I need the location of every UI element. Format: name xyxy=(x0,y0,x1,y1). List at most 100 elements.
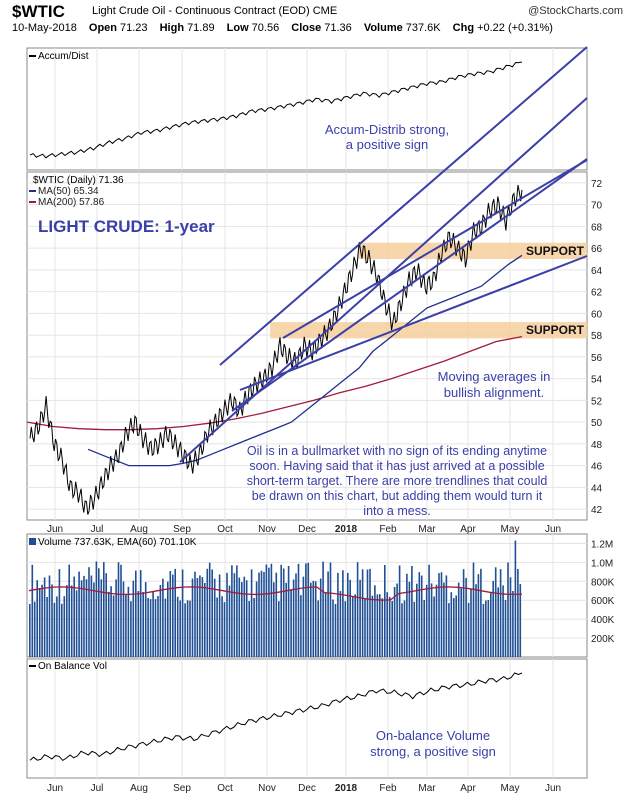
volume-bar xyxy=(159,585,162,657)
volume-bar xyxy=(80,580,83,657)
chg-value: +0.22 (+0.31%) xyxy=(477,22,553,34)
volume-bar xyxy=(465,578,467,657)
volume-bar xyxy=(287,566,290,657)
volume-bar xyxy=(228,585,231,657)
price-y-tick: 68 xyxy=(591,222,603,233)
vol-y-tick: 200K xyxy=(591,634,615,645)
volume-bar xyxy=(152,591,154,657)
price-y-tick: 56 xyxy=(591,353,603,364)
obv-x-tick: Aug xyxy=(130,783,148,794)
volume-bar xyxy=(61,603,63,657)
oil-annotation-line: Oil is in a bullmarket with no sign of i… xyxy=(247,444,547,458)
volume-bar xyxy=(280,564,282,657)
volume-bar xyxy=(494,567,497,657)
volume-bar xyxy=(70,585,73,657)
obv-x-tick: Feb xyxy=(379,783,397,794)
volume-bar xyxy=(502,585,504,657)
volume-bar xyxy=(172,574,174,657)
open-value: 71.23 xyxy=(120,22,148,34)
price-y-tick: 58 xyxy=(591,331,603,342)
volume-bar xyxy=(472,562,475,657)
price-y-tick: 48 xyxy=(591,440,603,451)
volume-bar xyxy=(231,565,233,657)
volume-bar xyxy=(384,565,386,657)
oil-annotation-line: be drawn on this chart, but adding them … xyxy=(252,489,543,503)
volume-bar xyxy=(504,600,507,657)
high-value: 71.89 xyxy=(187,22,215,34)
volume-bar xyxy=(490,592,492,657)
volume-bar xyxy=(433,596,435,657)
volume-bar xyxy=(344,601,347,657)
volume-bar xyxy=(199,575,201,657)
volume-bar xyxy=(314,581,317,657)
volume-bar xyxy=(115,579,117,657)
volume-bar xyxy=(332,599,334,657)
volume-bar xyxy=(38,588,41,657)
legend-obv: On Balance Vol xyxy=(38,661,107,672)
volume-bar xyxy=(420,575,423,657)
trendline-0 xyxy=(219,46,588,366)
volume-bar xyxy=(435,584,438,657)
support-band xyxy=(270,322,587,339)
volume-bar xyxy=(371,595,374,657)
volume-bar xyxy=(364,597,366,657)
volume-bar xyxy=(418,572,421,657)
volume-bar xyxy=(467,602,470,657)
volume-bar xyxy=(342,570,344,657)
volume-bar xyxy=(354,594,356,657)
obv-x-tick: Sep xyxy=(173,783,191,794)
volume-bar xyxy=(403,600,406,657)
legend-volume-swatch xyxy=(29,538,36,545)
support-label: SUPPORT xyxy=(526,244,585,258)
volume-bar xyxy=(519,584,522,657)
volume-bar xyxy=(413,601,416,657)
volume-bar xyxy=(443,582,445,657)
symbol: $WTIC xyxy=(12,2,65,21)
volume-bar xyxy=(381,598,384,657)
volume-bar xyxy=(480,568,482,657)
volume-bar xyxy=(285,582,287,657)
volume-bar xyxy=(206,568,209,657)
volume-bar xyxy=(297,563,300,657)
price-y-tick: 64 xyxy=(591,266,603,277)
legend-volume: Volume 737.63K, EMA(60) 701.10K xyxy=(38,537,197,548)
volume-bar xyxy=(282,568,285,657)
ad-annotation-line1: Accum-Distrib strong, xyxy=(325,122,449,137)
volume-label: Volume xyxy=(363,22,403,34)
volume-bar xyxy=(238,577,241,657)
volume-bar xyxy=(324,592,327,657)
legend-accum-dist: Accum/Dist xyxy=(38,51,89,62)
volume-bar xyxy=(514,540,517,657)
chg-label: Chg xyxy=(452,22,475,34)
volume-bar xyxy=(445,575,448,657)
brand-link[interactable]: @StockCharts.com xyxy=(528,5,623,17)
price-x-tick: Jun xyxy=(47,524,63,535)
volume-bar xyxy=(428,564,430,657)
volume-bar xyxy=(112,595,115,657)
volume-bar xyxy=(482,604,485,657)
volume-bar xyxy=(457,582,460,657)
volume-bar xyxy=(236,565,238,657)
volume-bar xyxy=(300,595,302,657)
vol-y-tick: 1.0M xyxy=(591,558,613,569)
volume-bar xyxy=(216,597,218,657)
volume-bar xyxy=(135,570,137,657)
obv-x-tick: Jun xyxy=(545,783,561,794)
volume-bar xyxy=(512,591,514,657)
volume-bar xyxy=(374,585,376,657)
obv-annotation-line2: strong, a positive sign xyxy=(370,744,496,759)
vol-y-tick: 800K xyxy=(591,577,615,588)
legend-ma200: MA(200) 57.86 xyxy=(38,197,105,208)
volume-bar xyxy=(268,567,270,657)
volume-bar xyxy=(401,603,403,657)
volume-bar xyxy=(196,578,199,657)
oil-annotation-line: into a mess. xyxy=(363,504,430,518)
volume-bar xyxy=(204,583,206,657)
volume-bar xyxy=(425,584,428,657)
oil-annotation-line: soon. Having said that it has just arriv… xyxy=(249,459,544,473)
volume-bar xyxy=(302,576,305,657)
volume-bar xyxy=(78,571,80,657)
quote-date: 10-May-2018 xyxy=(12,22,77,34)
obv-x-tick: Mar xyxy=(418,783,436,794)
volume-bar xyxy=(147,597,149,657)
